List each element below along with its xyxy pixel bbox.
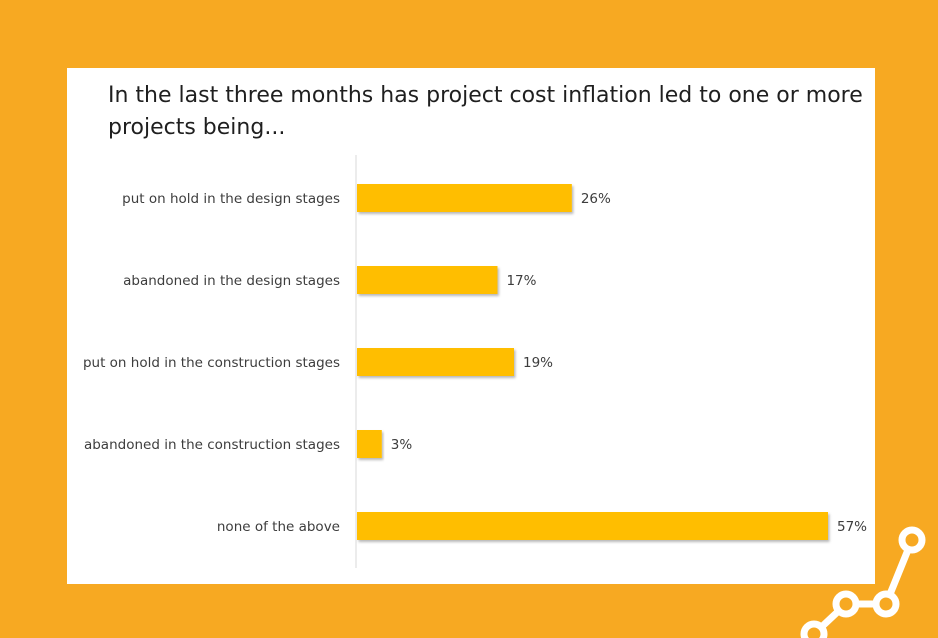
chart-title: In the last three months has project cos… bbox=[108, 83, 863, 140]
node-circle bbox=[872, 590, 900, 618]
node-circle bbox=[800, 620, 828, 638]
bar bbox=[357, 184, 572, 212]
bar bbox=[357, 430, 382, 458]
bar bbox=[357, 348, 514, 376]
data-label: 3% bbox=[391, 437, 413, 453]
bar bbox=[357, 266, 498, 294]
data-label: 57% bbox=[837, 519, 867, 535]
bars-group: put on hold in the design stages 26% aband… bbox=[83, 184, 867, 540]
category-label: none of the above bbox=[217, 519, 340, 535]
data-label: 19% bbox=[523, 355, 553, 371]
connector-line bbox=[811, 538, 916, 637]
category-label: abandoned in the construction stages bbox=[84, 437, 340, 453]
category-label: put on hold in the design stages bbox=[122, 191, 340, 207]
data-label: 17% bbox=[506, 273, 536, 289]
category-label: abandoned in the design stages bbox=[123, 273, 340, 289]
node-circle bbox=[898, 526, 926, 554]
chart-panel bbox=[67, 68, 875, 584]
connected-nodes-icon bbox=[800, 526, 926, 638]
bar bbox=[357, 512, 828, 540]
node-circle bbox=[832, 590, 860, 618]
data-label: 26% bbox=[581, 191, 611, 207]
category-label: put on hold in the construction stages bbox=[83, 355, 340, 371]
